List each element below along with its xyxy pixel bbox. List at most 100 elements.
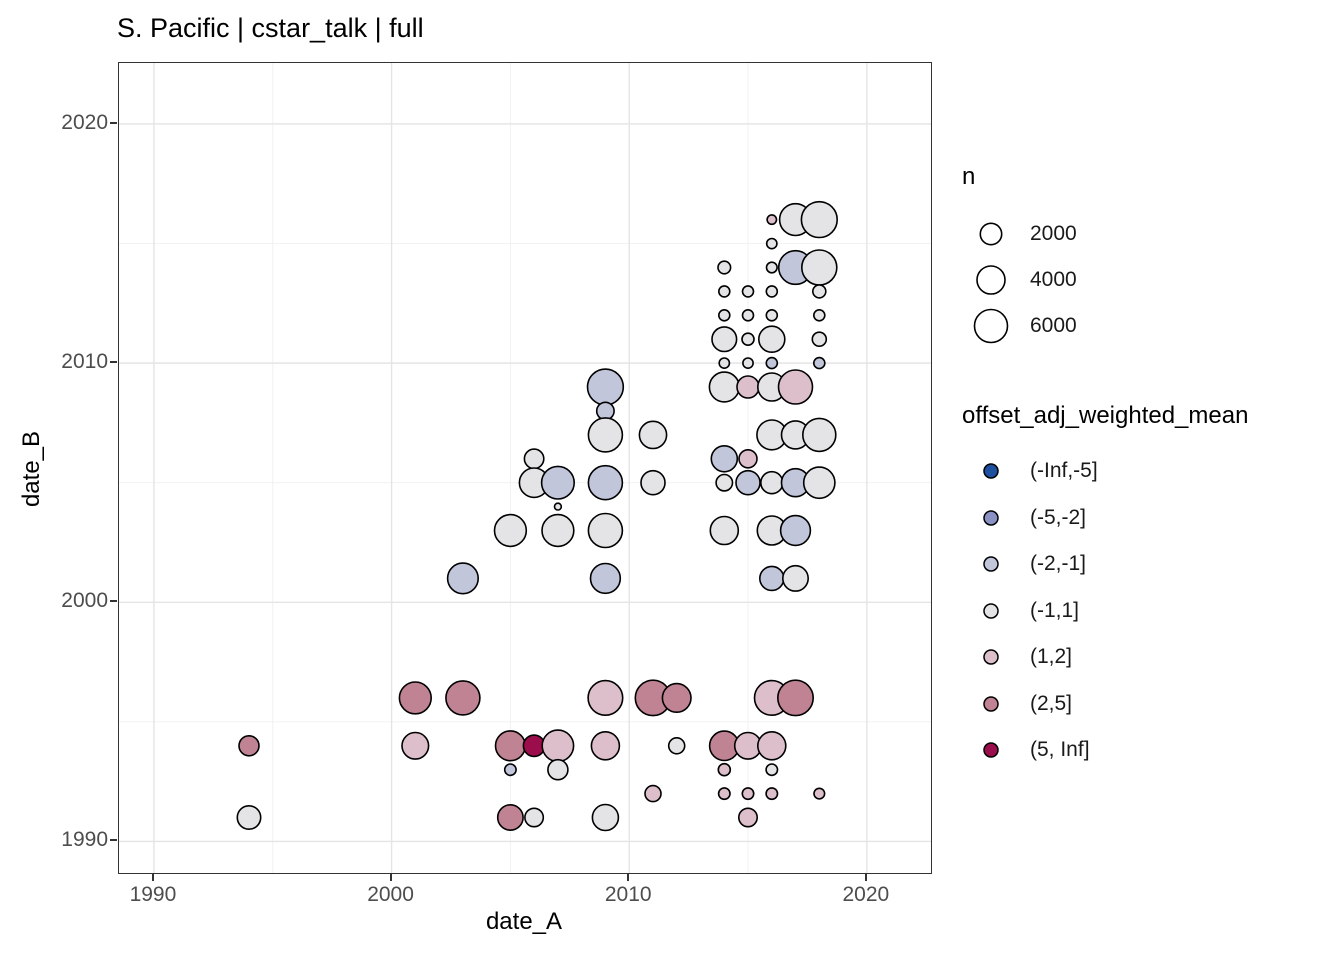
- data-point: [741, 787, 755, 801]
- color-legend-entry: (2,5]: [962, 681, 1248, 728]
- data-point: [802, 466, 836, 500]
- data-point: [801, 417, 837, 453]
- data-point: [813, 787, 826, 800]
- size-legend-circle: [962, 258, 1020, 302]
- data-point: [758, 565, 785, 592]
- data-point: [765, 787, 779, 801]
- data-point: [765, 261, 778, 274]
- x-tick-label: 2000: [367, 883, 414, 906]
- chart-title: S. Pacific | cstar_talk | full: [117, 13, 424, 43]
- data-point: [736, 375, 760, 399]
- size-legend: n 2000 4000 6000: [962, 163, 1077, 349]
- size-legend-label: 6000: [1030, 314, 1077, 337]
- color-legend-label: (-5,-2]: [1030, 505, 1087, 529]
- data-point: [401, 731, 430, 760]
- size-legend-entry: 2000: [962, 211, 1077, 257]
- data-point: [586, 368, 625, 406]
- data-point: [446, 562, 480, 595]
- color-legend-entry: (-2,-1]: [962, 541, 1248, 588]
- color-legend-swatch: [962, 461, 1020, 481]
- data-point: [493, 513, 528, 548]
- data-point: [591, 803, 620, 832]
- data-point: [765, 309, 779, 322]
- y-tick-mark: [110, 361, 117, 364]
- size-legend-entry: 4000: [962, 257, 1077, 303]
- color-legend-entry: (-1,1]: [962, 588, 1248, 635]
- size-legend-rows: 2000 4000 6000: [962, 211, 1077, 349]
- data-point: [710, 444, 739, 473]
- data-point: [524, 807, 545, 828]
- data-point: [717, 260, 732, 275]
- data-point: [735, 469, 761, 496]
- data-point: [717, 787, 731, 801]
- data-point: [741, 332, 755, 347]
- data-point: [711, 326, 738, 353]
- plot-panel: [118, 62, 932, 874]
- data-point: [494, 730, 527, 762]
- x-tick-mark: [389, 874, 392, 881]
- x-tick-mark: [627, 874, 630, 881]
- size-legend-entry: 6000: [962, 303, 1077, 349]
- data-point: [398, 681, 432, 715]
- color-legend-entry: (5, Inf]: [962, 727, 1248, 774]
- data-point: [589, 562, 622, 595]
- data-point: [540, 465, 576, 500]
- data-point: [800, 200, 838, 239]
- data-point: [766, 214, 778, 226]
- color-legend-swatch: [962, 508, 1020, 528]
- x-axis-title: date_A: [485, 908, 563, 935]
- plot-area: [119, 63, 931, 873]
- y-tick-label: 2000: [61, 589, 108, 613]
- data-point: [737, 807, 758, 828]
- data-point: [715, 473, 734, 492]
- size-legend-title: n: [962, 163, 976, 190]
- color-legend-swatch: [962, 647, 1020, 667]
- data-point: [553, 502, 563, 511]
- data-point: [756, 730, 787, 761]
- data-point: [587, 679, 624, 717]
- y-axis-title: date_B: [18, 430, 45, 508]
- data-point: [765, 285, 779, 298]
- data-point: [541, 729, 575, 763]
- data-point: [640, 469, 666, 496]
- data-point: [238, 734, 260, 757]
- data-point: [587, 417, 624, 453]
- data-point: [496, 803, 524, 831]
- x-tick-label: 2020: [842, 883, 890, 906]
- color-legend-label: (1,2]: [1030, 645, 1073, 669]
- data-point: [811, 284, 827, 299]
- color-legend-label: (-2,-1]: [1030, 552, 1087, 576]
- data-point: [812, 356, 826, 370]
- data-point: [777, 369, 814, 405]
- data-point: [759, 470, 784, 495]
- data-point: [717, 762, 732, 777]
- color-legend-swatch: [962, 694, 1020, 714]
- data-point: [765, 356, 779, 370]
- color-legend-swatch: [962, 554, 1020, 574]
- data-point: [590, 730, 621, 761]
- data-point: [661, 682, 692, 714]
- color-legend-swatch: [962, 601, 1020, 621]
- data-point: [800, 249, 838, 286]
- color-legend-entry: (-Inf,-5]: [962, 448, 1248, 495]
- data-point: [667, 736, 686, 755]
- color-legend-rows: (-Inf,-5] (-5,-2] (-2,-1] (-1,1] (1,2] (2,5] (…: [962, 448, 1248, 774]
- data-point: [644, 784, 662, 803]
- color-legend-entry: (1,2]: [962, 634, 1248, 681]
- data-point: [781, 564, 809, 592]
- data-point: [708, 371, 740, 403]
- size-legend-label: 2000: [1030, 222, 1077, 245]
- data-point: [811, 331, 828, 348]
- data-point: [765, 237, 778, 250]
- x-tick-mark: [151, 874, 154, 881]
- color-legend-label: (5, Inf]: [1030, 738, 1090, 762]
- y-tick-mark: [110, 839, 117, 842]
- data-point: [742, 357, 754, 369]
- data-point: [765, 763, 779, 777]
- color-legend-swatch: [962, 740, 1020, 760]
- color-legend-label: (2,5]: [1030, 691, 1073, 715]
- data-point: [757, 325, 786, 354]
- color-legend-label: (-1,1]: [1030, 598, 1080, 622]
- size-legend-circle: [962, 212, 1020, 256]
- data-point: [587, 464, 624, 501]
